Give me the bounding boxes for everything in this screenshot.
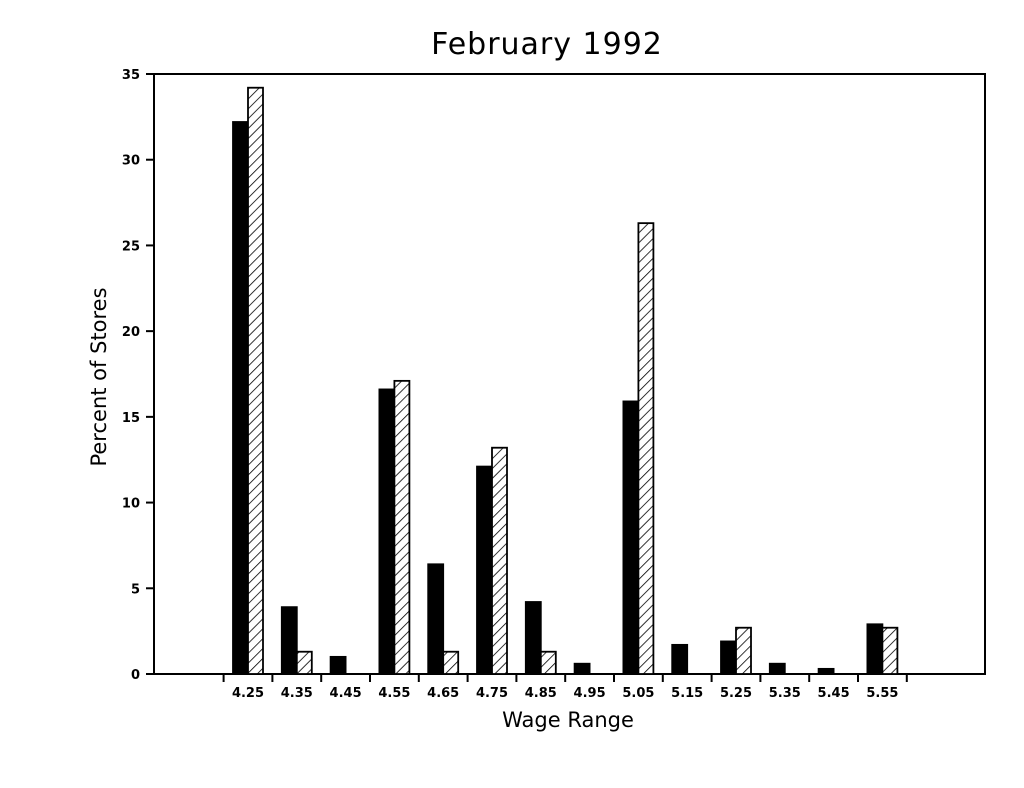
x-tick-label: 5.45 bbox=[818, 686, 850, 701]
solid-bar bbox=[427, 563, 445, 675]
x-tick-label: 4.25 bbox=[232, 686, 264, 701]
hatched-bar bbox=[393, 379, 411, 675]
y-tick-label: 25 bbox=[122, 239, 140, 254]
chart-title: February 1992 bbox=[431, 27, 663, 62]
x-tick-label: 5.35 bbox=[769, 686, 801, 701]
solid-bar bbox=[280, 606, 298, 675]
x-axis: 4.25 4.35 4.45 4.55 4.65 4.75 4.85 4.95 5.05 5.15… bbox=[222, 674, 908, 701]
y-tick-label: 15 bbox=[122, 411, 140, 426]
solid-bar bbox=[524, 601, 542, 675]
x-tick-label: 4.95 bbox=[574, 686, 606, 701]
x-tick-label: 5.25 bbox=[720, 686, 752, 701]
hatched-bar bbox=[735, 626, 752, 675]
solid-bar bbox=[866, 623, 884, 675]
hatched-bar bbox=[247, 86, 264, 675]
solid-bar bbox=[232, 121, 249, 675]
hatched-bar bbox=[637, 222, 655, 675]
solid-bar bbox=[622, 400, 640, 675]
solid-bar bbox=[817, 667, 835, 675]
y-tick-label: 35 bbox=[122, 68, 140, 83]
y-tick-label: 20 bbox=[122, 325, 140, 340]
x-tick-label: 4.75 bbox=[476, 686, 508, 701]
hatched-bar bbox=[442, 650, 460, 675]
y-axis-label: Percent of Stores bbox=[87, 287, 111, 466]
solid-bar bbox=[671, 643, 689, 675]
x-tick-label: 5.15 bbox=[671, 686, 703, 701]
x-tick-label: 4.85 bbox=[525, 686, 557, 701]
x-tick-label: 4.45 bbox=[330, 686, 362, 701]
y-tick-label: 10 bbox=[122, 497, 140, 512]
bars bbox=[232, 86, 899, 675]
solid-bar bbox=[573, 662, 591, 675]
y-tick-label: 30 bbox=[122, 154, 140, 169]
solid-bar bbox=[378, 388, 396, 675]
x-tick-label: 5.05 bbox=[622, 686, 654, 701]
hatched-bar bbox=[881, 626, 899, 675]
plot-frame bbox=[153, 73, 986, 675]
x-axis-label: Wage Range bbox=[502, 708, 634, 732]
y-axis: 0 5 10 15 20 25 30 35 bbox=[122, 68, 154, 683]
hatched-bar bbox=[539, 650, 557, 675]
solid-bar bbox=[768, 662, 786, 675]
solid-bar bbox=[476, 465, 493, 675]
hatched-bar bbox=[295, 650, 313, 675]
solid-bar bbox=[720, 640, 737, 675]
y-tick-label: 0 bbox=[131, 668, 140, 683]
x-tick-label: 4.65 bbox=[427, 686, 459, 701]
x-tick-label: 5.55 bbox=[866, 686, 898, 701]
x-tick-label: 4.35 bbox=[281, 686, 313, 701]
x-tick-label: 4.55 bbox=[378, 686, 410, 701]
hatched-bar bbox=[491, 446, 508, 675]
y-tick-label: 5 bbox=[131, 582, 140, 597]
solid-bar bbox=[329, 655, 347, 675]
